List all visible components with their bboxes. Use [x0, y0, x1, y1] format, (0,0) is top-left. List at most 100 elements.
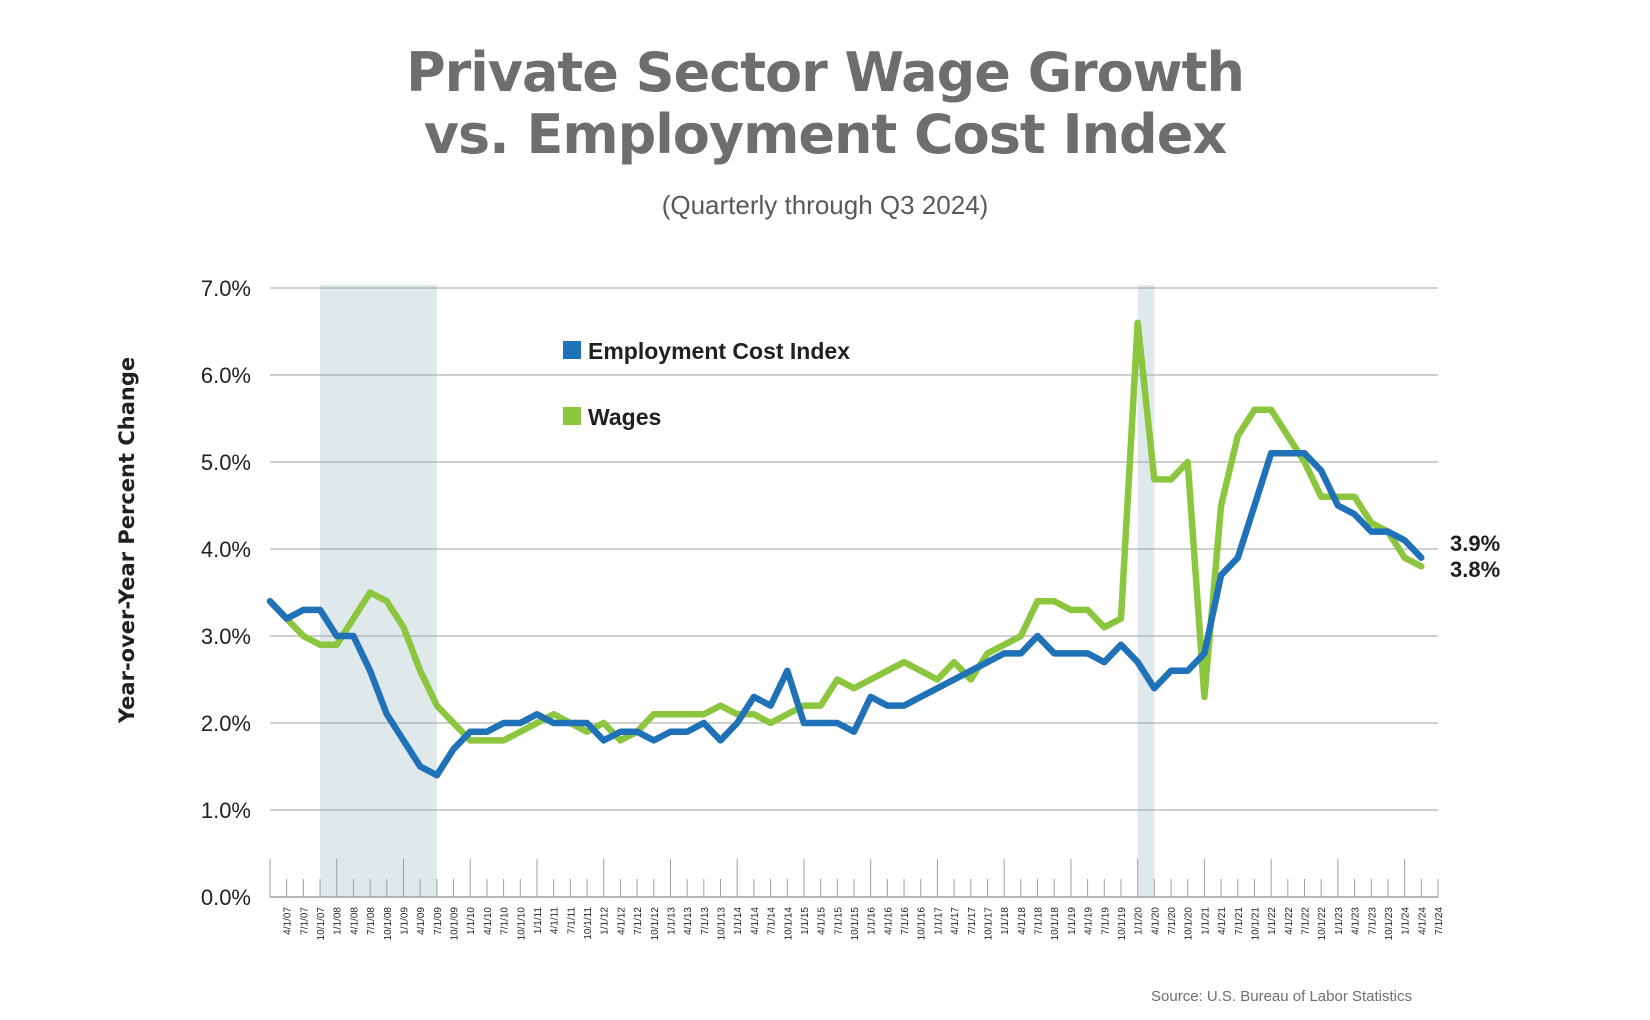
x-tick-label: 10/1/17	[983, 907, 994, 941]
x-tick-label: 10/1/08	[383, 907, 394, 941]
recession-band-1	[320, 285, 437, 897]
x-tick-label: 4/1/20	[1150, 907, 1161, 935]
recession-bands	[320, 285, 1155, 897]
x-tick-label: 7/1/10	[500, 907, 511, 935]
legend-label: Wages	[588, 404, 661, 430]
x-tick-label: 10/1/21	[1250, 907, 1261, 941]
source-note: Source: U.S. Bureau of Labor Statistics	[1151, 988, 1412, 1005]
x-tick-label: 7/1/22	[1301, 907, 1312, 935]
x-tick-label: 4/1/19	[1084, 907, 1095, 935]
x-tick-label: 7/1/13	[700, 907, 711, 935]
x-tick-label: 7/1/19	[1100, 907, 1111, 935]
x-tick-label: 10/1/16	[917, 907, 928, 941]
y-tick-label: 2.0%	[201, 711, 251, 736]
x-tick-label: 1/1/16	[867, 907, 878, 935]
x-tick-label: 4/1/16	[883, 907, 894, 935]
x-tick-label: 10/1/19	[1117, 907, 1128, 941]
x-tick-label: 1/1/11	[533, 907, 544, 934]
x-tick-label: 10/1/09	[450, 907, 461, 941]
legend-label: Employment Cost Index	[588, 338, 850, 364]
end-value-label: 3.9%	[1450, 531, 1500, 556]
x-tick-label: 10/1/23	[1384, 907, 1395, 941]
y-tick-label: 4.0%	[201, 537, 251, 562]
title-line-2: vs. Employment Cost Index	[423, 103, 1227, 166]
x-tick-label: 7/1/24	[1434, 907, 1445, 935]
y-tick-label: 0.0%	[201, 885, 251, 910]
x-tick-label: 10/1/13	[717, 907, 728, 941]
x-tick-label: 7/1/17	[967, 907, 978, 935]
x-tick-label: 4/1/10	[483, 907, 494, 935]
series-line-0	[266, 450, 1425, 779]
x-tick-label: 10/1/15	[850, 907, 861, 941]
end-labels: 3.9%3.8%	[1450, 531, 1500, 582]
x-tick-label: 10/1/18	[1050, 907, 1061, 941]
x-tick-label: 1/1/13	[666, 907, 677, 935]
x-tick-label: 10/1/11	[583, 907, 594, 940]
x-tick-label: 1/1/12	[600, 907, 611, 935]
x-tick-label: 4/1/07	[283, 907, 294, 935]
x-tick-label: 1/1/22	[1267, 907, 1278, 935]
x-tick-label: 4/1/22	[1284, 907, 1295, 935]
x-tick-label: 7/1/21	[1234, 907, 1245, 935]
x-tick-label: 1/1/18	[1000, 907, 1011, 935]
x-axis: 4/1/07 7/1/07 10/1/07 1/1/08 4/1/08 7/1/08 10/…	[269, 859, 1445, 941]
x-tick-label: 1/1/08	[333, 907, 344, 935]
x-tick-label: 7/1/09	[433, 907, 444, 935]
x-tick-label: 1/1/19	[1067, 907, 1078, 935]
x-tick-label: 4/1/08	[349, 907, 360, 935]
x-tick-label: 1/1/21	[1200, 907, 1211, 935]
x-tick-label: 4/1/13	[683, 907, 694, 935]
x-tick-label: 4/1/12	[616, 907, 627, 935]
y-tick-label: 6.0%	[201, 363, 251, 388]
series-lines	[266, 319, 1425, 779]
x-tick-label: 10/1/20	[1184, 907, 1195, 941]
x-tick-label: 1/1/10	[466, 907, 477, 935]
x-tick-label: 1/1/17	[933, 907, 944, 935]
x-tick-label: 4/1/17	[950, 907, 961, 935]
x-tick-label: 7/1/12	[633, 907, 644, 935]
x-tick-label: 10/1/22	[1317, 907, 1328, 941]
legend-swatch	[563, 341, 581, 359]
y-axis-label: Year-over-Year Percent Change	[115, 357, 139, 724]
x-tick-label: 7/1/20	[1167, 907, 1178, 935]
x-tick-label: 7/1/23	[1367, 907, 1378, 935]
x-tick-label: 1/1/24	[1401, 907, 1412, 935]
x-tick-label: 10/1/07	[316, 907, 327, 941]
x-tick-label: 7/1/16	[900, 907, 911, 935]
y-tick-label: 1.0%	[201, 798, 251, 823]
x-tick-label: 10/1/10	[516, 907, 527, 941]
x-tick-label: 10/1/14	[783, 907, 794, 941]
end-value-label: 3.8%	[1450, 557, 1500, 582]
x-tick-label: 7/1/11	[566, 907, 577, 934]
x-tick-label: 7/1/14	[767, 907, 778, 935]
x-tick-label: 1/1/14	[733, 907, 744, 935]
chart-title: Private Sector Wage Growth vs. Employmen…	[0, 42, 1650, 166]
chart-subtitle: (Quarterly through Q3 2024)	[661, 190, 989, 220]
x-tick-label: 7/1/18	[1034, 907, 1045, 935]
y-axis-ticks: 0.0% 1.0% 2.0% 3.0% 4.0% 5.0% 6.0% 7.0%	[201, 276, 251, 910]
y-tick-label: 5.0%	[201, 450, 251, 475]
x-tick-label: 4/1/18	[1017, 907, 1028, 935]
x-tick-label: 4/1/23	[1351, 907, 1362, 935]
x-tick-label: 10/1/12	[650, 907, 661, 941]
x-tick-label: 1/1/23	[1334, 907, 1345, 935]
x-tick-label: 1/1/15	[800, 907, 811, 935]
legend: Employment Cost Index Wages	[563, 338, 850, 430]
x-tick-label: 1/1/09	[399, 907, 410, 935]
series-line-1	[266, 319, 1425, 744]
x-tick-label: 4/1/11	[550, 907, 561, 934]
x-tick-label: 4/1/21	[1217, 907, 1228, 935]
gridlines	[270, 287, 1438, 811]
x-tick-label: 7/1/15	[833, 907, 844, 935]
y-tick-label: 3.0%	[201, 624, 251, 649]
x-tick-label: 4/1/09	[416, 907, 427, 935]
title-line-1: Private Sector Wage Growth	[406, 41, 1245, 104]
x-tick-label: 7/1/08	[366, 907, 377, 935]
x-tick-label: 4/1/24	[1417, 907, 1428, 935]
x-tick-label: 4/1/15	[817, 907, 828, 935]
x-tick-label: 1/1/20	[1134, 907, 1145, 935]
x-tick-label: 4/1/14	[750, 907, 761, 935]
x-tick-label: 7/1/07	[299, 907, 310, 935]
y-tick-label: 7.0%	[201, 276, 251, 301]
